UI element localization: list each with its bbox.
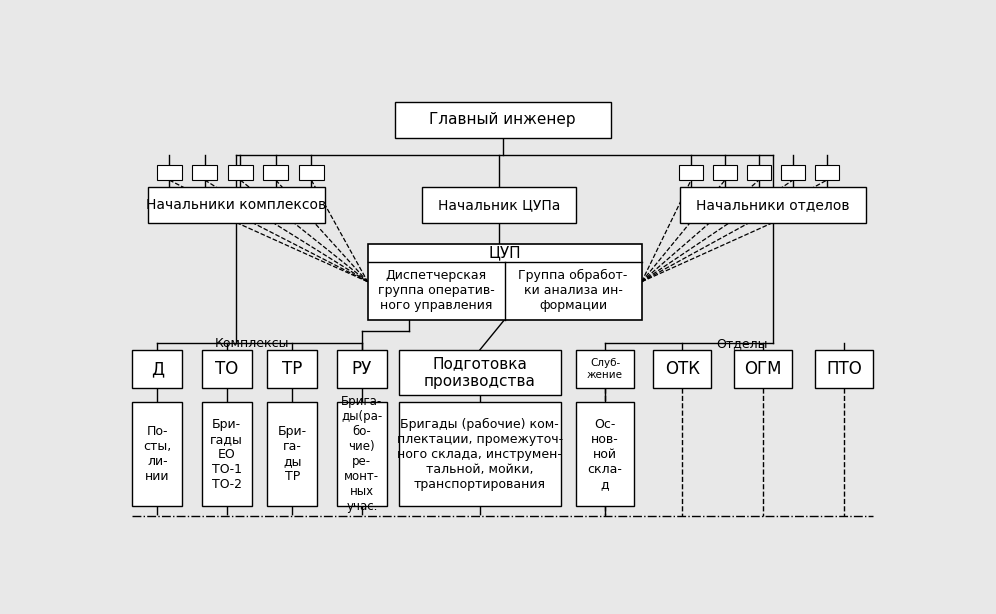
FancyBboxPatch shape bbox=[147, 187, 325, 223]
FancyBboxPatch shape bbox=[263, 165, 288, 180]
Text: Начальники отделов: Начальники отделов bbox=[696, 198, 850, 212]
Text: ТО: ТО bbox=[215, 360, 238, 378]
FancyBboxPatch shape bbox=[653, 350, 711, 388]
FancyBboxPatch shape bbox=[337, 402, 386, 507]
Text: Д: Д bbox=[150, 360, 164, 378]
FancyBboxPatch shape bbox=[201, 350, 252, 388]
Text: Главный инженер: Главный инженер bbox=[429, 112, 576, 127]
FancyBboxPatch shape bbox=[192, 165, 217, 180]
FancyBboxPatch shape bbox=[781, 165, 806, 180]
FancyBboxPatch shape bbox=[815, 165, 840, 180]
FancyBboxPatch shape bbox=[678, 165, 703, 180]
Text: Бри-
га-
ды
ТР: Бри- га- ды ТР bbox=[278, 426, 307, 483]
Text: Бригады (рабочие) ком-
плектации, промежуточ-
ного склада, инструмен-
тальной, м: Бригады (рабочие) ком- плектации, промеж… bbox=[396, 418, 563, 491]
FancyBboxPatch shape bbox=[734, 350, 792, 388]
FancyBboxPatch shape bbox=[394, 102, 611, 138]
FancyBboxPatch shape bbox=[132, 402, 182, 507]
Text: ЦУП: ЦУП bbox=[488, 246, 521, 260]
FancyBboxPatch shape bbox=[680, 187, 866, 223]
Text: Отделы: Отделы bbox=[716, 336, 768, 349]
FancyBboxPatch shape bbox=[398, 350, 561, 395]
FancyBboxPatch shape bbox=[747, 165, 771, 180]
FancyBboxPatch shape bbox=[228, 165, 253, 180]
FancyBboxPatch shape bbox=[368, 244, 641, 319]
Text: Начальники комплексов: Начальники комплексов bbox=[146, 198, 327, 212]
FancyBboxPatch shape bbox=[157, 165, 181, 180]
Text: Начальник ЦУПа: Начальник ЦУПа bbox=[437, 198, 560, 212]
FancyBboxPatch shape bbox=[299, 165, 324, 180]
FancyBboxPatch shape bbox=[576, 350, 633, 388]
Text: Брига-
ды(ра-
бо-
чие)
ре-
монт-
ных
учас.: Брига- ды(ра- бо- чие) ре- монт- ных уча… bbox=[342, 395, 382, 513]
FancyBboxPatch shape bbox=[816, 350, 873, 388]
Text: По-
сты,
ли-
нии: По- сты, ли- нии bbox=[143, 426, 171, 483]
FancyBboxPatch shape bbox=[267, 402, 318, 507]
Text: Бри-
гады
ЕО
ТО-1
ТО-2: Бри- гады ЕО ТО-1 ТО-2 bbox=[210, 418, 243, 491]
Text: ОТК: ОТК bbox=[664, 360, 700, 378]
FancyBboxPatch shape bbox=[132, 350, 182, 388]
FancyBboxPatch shape bbox=[713, 165, 737, 180]
Text: Слуб-
жение: Слуб- жение bbox=[587, 359, 623, 380]
Text: Подготовка
производства: Подготовка производства bbox=[423, 357, 536, 389]
Text: Группа обработ-
ки анализа ин-
формации: Группа обработ- ки анализа ин- формации bbox=[519, 269, 627, 313]
Text: ПТО: ПТО bbox=[827, 360, 863, 378]
FancyBboxPatch shape bbox=[337, 350, 386, 388]
Text: ОГМ: ОГМ bbox=[744, 360, 782, 378]
Text: Комплексы: Комплексы bbox=[214, 336, 289, 349]
FancyBboxPatch shape bbox=[421, 187, 576, 223]
Text: Диспетчерская
группа оператив-
ного управления: Диспетчерская группа оператив- ного упра… bbox=[377, 269, 495, 312]
Text: ТР: ТР bbox=[282, 360, 303, 378]
FancyBboxPatch shape bbox=[398, 402, 561, 507]
FancyBboxPatch shape bbox=[576, 402, 633, 507]
FancyBboxPatch shape bbox=[267, 350, 318, 388]
Text: Ос-
нов-
ной
скла-
д: Ос- нов- ной скла- д bbox=[588, 418, 622, 491]
FancyBboxPatch shape bbox=[201, 402, 252, 507]
Text: РУ: РУ bbox=[352, 360, 372, 378]
